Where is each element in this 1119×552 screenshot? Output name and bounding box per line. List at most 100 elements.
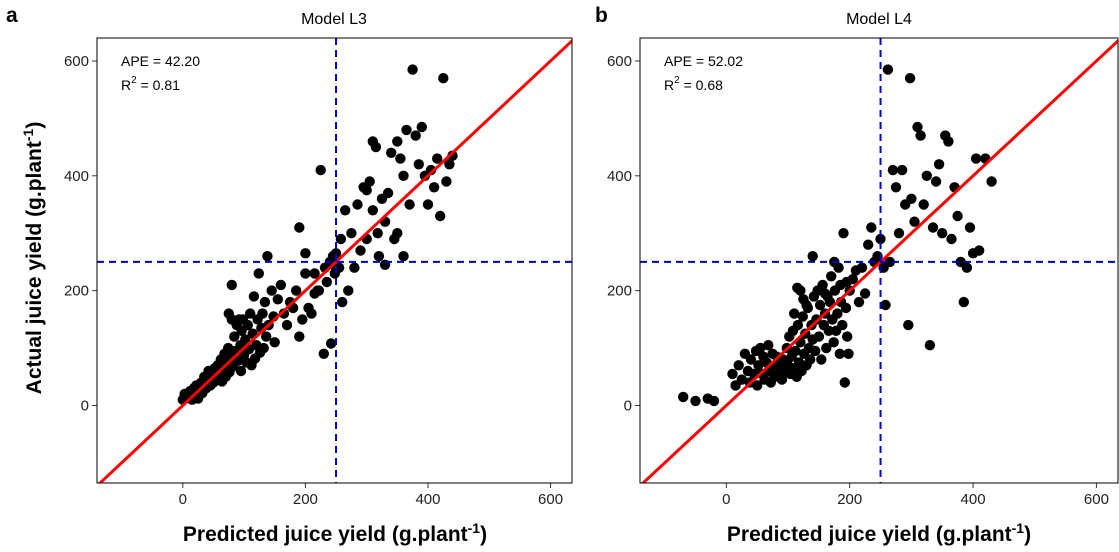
panel-b-ape-annotation: APE = 52.02 <box>664 53 743 69</box>
panel-b-plot-content <box>640 38 1118 483</box>
data-point <box>428 182 440 193</box>
data-point <box>413 159 424 170</box>
data-point <box>337 296 348 308</box>
data-point <box>859 288 871 299</box>
data-point <box>678 391 689 403</box>
data-point <box>398 251 409 262</box>
y-tick-label: 200 <box>64 283 89 300</box>
x-tick-label: 200 <box>293 491 318 508</box>
data-point <box>407 64 418 75</box>
data-point <box>300 248 311 259</box>
data-point <box>240 334 251 345</box>
data-point <box>257 308 268 319</box>
data-point <box>410 130 421 141</box>
data-point <box>340 205 351 216</box>
data-point <box>946 233 957 245</box>
data-point <box>444 159 455 170</box>
data-point <box>321 276 332 288</box>
data-point <box>349 262 360 273</box>
data-point <box>404 199 415 210</box>
data-point <box>733 360 744 371</box>
data-point <box>838 228 849 239</box>
data-point <box>843 348 854 359</box>
y-tick-label: 600 <box>607 53 632 70</box>
data-point <box>226 279 237 291</box>
data-point <box>927 222 939 233</box>
data-point <box>258 342 269 354</box>
data-point <box>364 176 375 187</box>
data-point <box>964 222 976 233</box>
x-tick-label: 0 <box>179 491 187 508</box>
data-point <box>755 342 766 354</box>
data-point <box>281 319 293 331</box>
data-point <box>392 228 403 239</box>
panel-b-x-ticks: 0 200 400 600 <box>722 483 1109 508</box>
y-tick-label: 200 <box>607 283 632 300</box>
panel-a-title: Model L3 <box>301 11 367 28</box>
data-point <box>753 360 764 371</box>
data-point <box>306 308 317 319</box>
data-point <box>912 121 923 133</box>
data-point <box>937 228 948 239</box>
data-point <box>398 170 409 181</box>
panel-a-plot-content <box>97 38 572 483</box>
y-tick-label: 400 <box>64 168 89 185</box>
data-point <box>401 124 412 136</box>
data-point <box>875 233 886 245</box>
data-point <box>253 268 264 279</box>
x-tick-label: 400 <box>961 491 986 508</box>
data-point <box>382 187 394 199</box>
data-point <box>819 288 831 299</box>
data-point <box>235 365 247 377</box>
data-point <box>841 276 852 288</box>
data-point <box>810 345 821 357</box>
data-point <box>866 222 877 233</box>
x-tick-label: 0 <box>722 491 730 508</box>
data-point <box>789 308 800 319</box>
data-point <box>438 73 449 84</box>
data-point <box>921 170 932 181</box>
data-point <box>248 291 260 302</box>
data-point <box>373 251 385 262</box>
data-point <box>343 285 354 296</box>
data-point <box>708 395 720 407</box>
data-point <box>367 205 378 216</box>
data-point <box>863 239 874 250</box>
data-point <box>416 121 427 133</box>
data-point <box>958 296 969 308</box>
data-point <box>887 164 899 176</box>
panel-a-y-ticks: 0 200 400 600 <box>64 53 97 414</box>
identity-line <box>640 38 1118 483</box>
data-point <box>335 233 347 245</box>
data-point <box>880 299 891 311</box>
plot-frame <box>96 37 573 484</box>
y-tick-label: 0 <box>81 397 89 414</box>
data-point <box>294 331 305 342</box>
data-point <box>330 248 342 259</box>
data-point <box>792 319 804 331</box>
panel-letter-b: b <box>595 4 608 27</box>
data-point <box>690 395 701 407</box>
data-point <box>840 302 852 314</box>
data-point <box>259 296 271 308</box>
y-tick-label: 0 <box>624 397 632 414</box>
panel-a: a Model L3 0 200 400 600 0 200 400 600 APE = 4… <box>6 4 573 508</box>
data-point <box>823 325 834 336</box>
data-point <box>392 136 403 147</box>
data-point <box>269 337 280 348</box>
x-tick-label: 600 <box>538 491 563 508</box>
data-point <box>727 368 738 380</box>
data-point <box>884 256 895 268</box>
y-axis-title: Actual juice yield (g.plant-1) <box>20 122 46 395</box>
panel-letter-a: a <box>6 4 18 27</box>
data-point <box>790 345 801 357</box>
data-point <box>893 228 905 239</box>
data-point <box>952 210 963 222</box>
data-point <box>229 331 240 342</box>
data-point <box>805 354 816 365</box>
data-point <box>943 136 954 147</box>
data-point <box>813 331 825 342</box>
data-point <box>275 279 287 291</box>
data-point <box>262 251 273 262</box>
identity-line <box>97 38 572 483</box>
